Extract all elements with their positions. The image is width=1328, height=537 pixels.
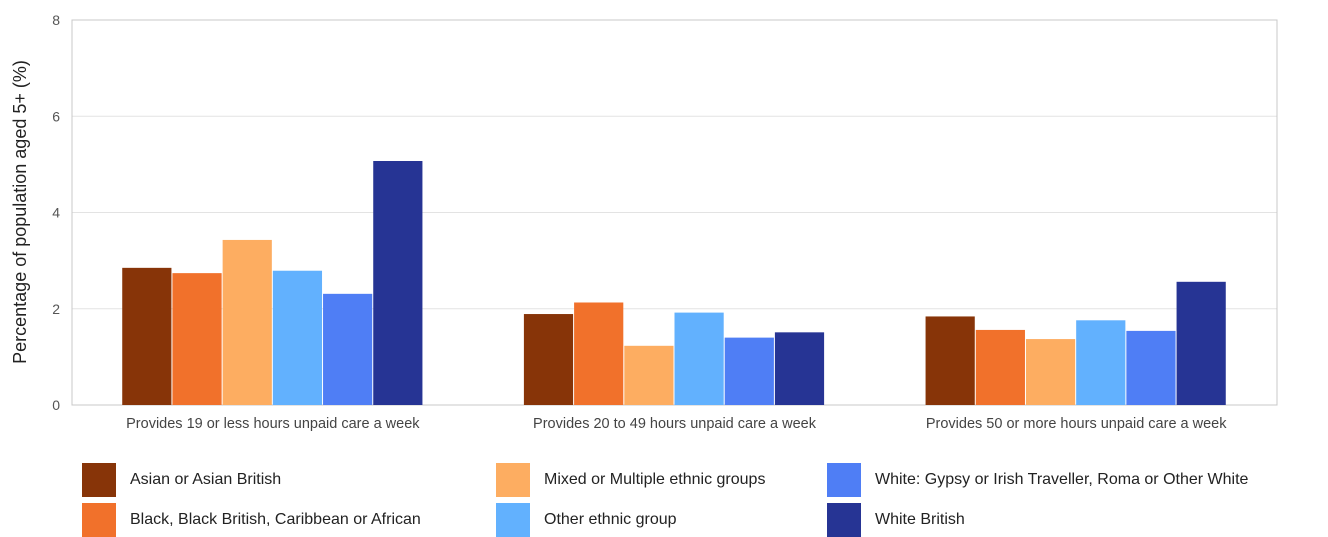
legend: Asian or Asian British Black, Black Briti… [82,463,1328,537]
y-tick-label: 4 [52,205,60,221]
legend-item: Asian or Asian British [82,463,281,497]
bar-chart: 0 2 4 6 8 Provides 19 or less hours unpaid c… [10,12,1278,432]
legend-item: Black, Black British, Caribbean or Afric… [82,503,421,537]
x-category-label: Provides 20 to 49 hours unpaid care a we… [533,416,817,432]
legend-swatch [827,463,861,497]
legend-swatch [82,503,116,537]
y-tick-label: 6 [52,108,60,124]
bar [172,273,222,405]
y-tick-label: 8 [52,12,60,28]
bar [222,239,272,405]
bar [1076,320,1126,405]
x-category-label: Provides 50 or more hours unpaid care a … [926,416,1227,432]
bar [373,161,423,405]
legend-label: Mixed or Multiple ethnic groups [544,471,766,488]
bars [122,161,1226,405]
bar [674,312,724,405]
bar [323,293,373,405]
bar [624,345,674,405]
bar [1176,281,1226,405]
legend-label: Other ethnic group [544,511,677,528]
legend-swatch [496,463,530,497]
legend-item: White: Gypsy or Irish Traveller, Roma or… [827,463,1248,497]
legend-item: White British [827,503,965,537]
bar [272,270,323,405]
bar [975,329,1025,405]
bar [523,314,574,405]
legend-swatch [827,503,861,537]
legend-swatch [496,503,530,537]
legend-swatch [82,463,116,497]
y-axis-ticks: 0 2 4 6 8 [52,12,60,413]
legend-item: Mixed or Multiple ethnic groups [496,463,765,497]
y-tick-label: 2 [52,301,60,317]
bar [122,267,172,405]
y-tick-label: 0 [52,397,60,413]
legend-label: Black, Black British, Caribbean or Afric… [130,511,421,528]
bar [925,316,975,405]
legend-label: White British [875,511,965,528]
bar [1126,330,1176,405]
y-axis-title: Percentage of population aged 5+ (%) [10,60,30,364]
bar [574,302,624,405]
legend-item: Other ethnic group [496,503,677,537]
bar [1025,339,1076,405]
x-axis-category-labels: Provides 19 or less hours unpaid care a … [126,416,1227,432]
x-category-label: Provides 19 or less hours unpaid care a … [126,416,420,432]
legend-label: Asian or Asian British [130,471,282,488]
bar [774,332,825,405]
bar [724,337,774,405]
legend-label: White: Gypsy or Irish Traveller, Roma or… [875,471,1249,488]
